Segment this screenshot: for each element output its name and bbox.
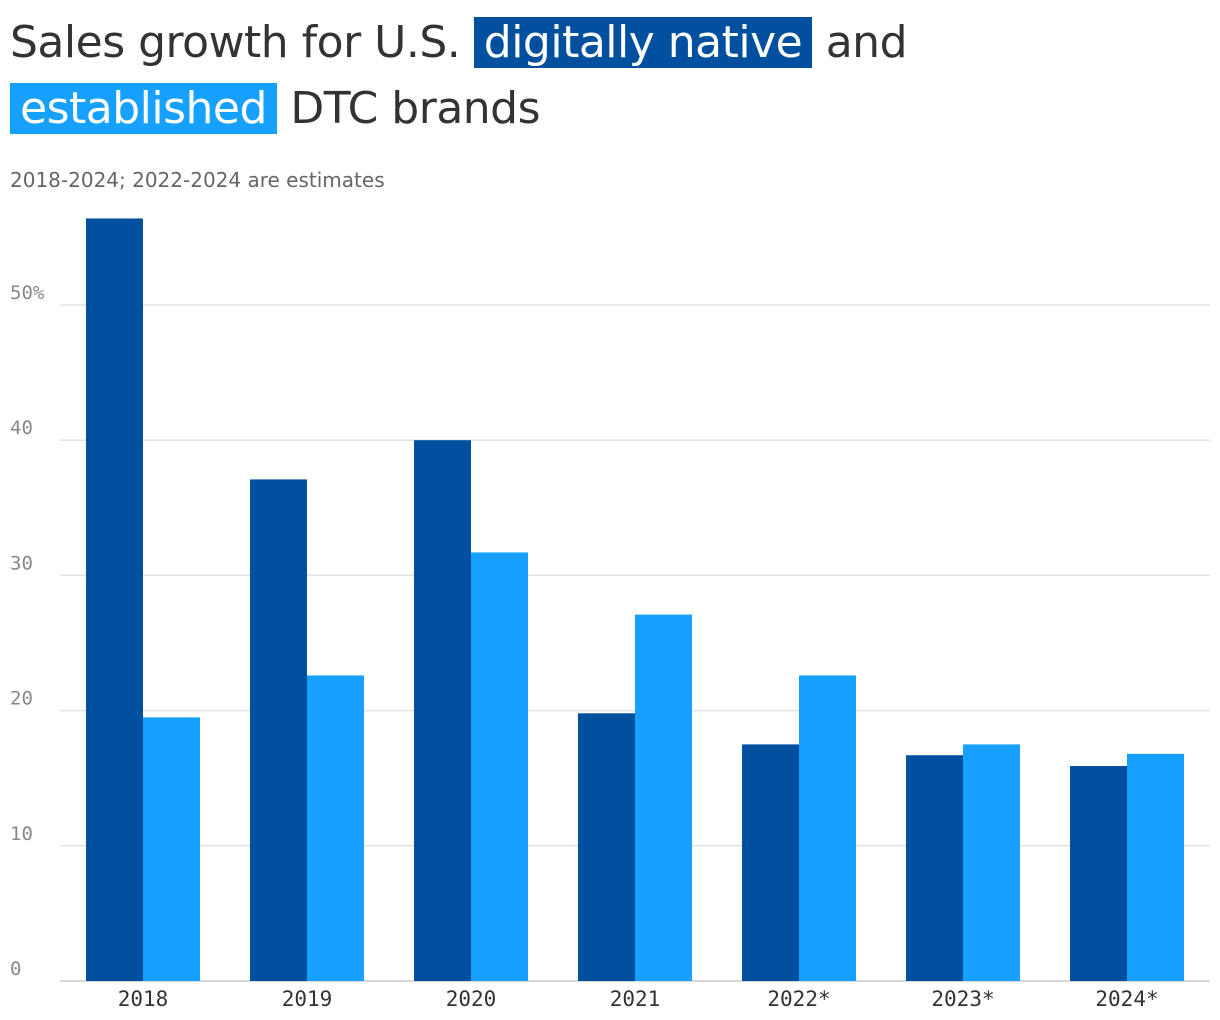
y-tick-label: 0: [10, 958, 21, 980]
bar-digitally-native-2023: [906, 755, 963, 981]
bar-established-2019: [307, 675, 364, 981]
y-tick-label: 20: [10, 688, 33, 710]
x-tick-label: 2024*: [1095, 987, 1158, 1011]
bar-digitally-native-2018: [86, 218, 143, 982]
x-tick-label: 2023*: [931, 987, 994, 1011]
bar-established-2018: [143, 717, 200, 981]
bar-digitally-native-2021: [578, 713, 635, 981]
x-tick-label: 2018: [118, 987, 169, 1011]
title-part2: and: [825, 17, 908, 68]
bar-digitally-native-2019: [250, 479, 307, 981]
title-part1: Sales growth for U.S.: [10, 17, 461, 68]
y-tick-label: 10: [10, 823, 33, 845]
legend-digitally-native: digitally native: [473, 17, 813, 68]
title-part3: DTC brands: [290, 83, 541, 134]
bar-established-2024: [1127, 753, 1184, 981]
bar-digitally-native-2020: [414, 440, 471, 981]
legend-established: established: [10, 83, 277, 134]
bar-established-2021: [635, 614, 692, 981]
bar-established-2022: [799, 675, 856, 981]
y-tick-label: 50%: [10, 282, 45, 304]
y-tick-label: 30: [10, 552, 33, 574]
y-tick-label: 40: [10, 417, 33, 439]
x-tick-label: 2019: [282, 987, 333, 1011]
x-tick-label: 2022*: [767, 987, 830, 1011]
bar-established-2023: [963, 744, 1020, 981]
bar-digitally-native-2024: [1070, 766, 1127, 981]
chart-title: Sales growth for U.S. digitally native a…: [10, 10, 908, 142]
bar-digitally-native-2022: [742, 744, 799, 981]
bar-established-2020: [471, 552, 528, 981]
chart-subtitle: 2018-2024; 2022-2024 are estimates: [10, 168, 385, 192]
x-tick-label: 2020: [446, 987, 497, 1011]
x-tick-label: 2021: [610, 987, 661, 1011]
